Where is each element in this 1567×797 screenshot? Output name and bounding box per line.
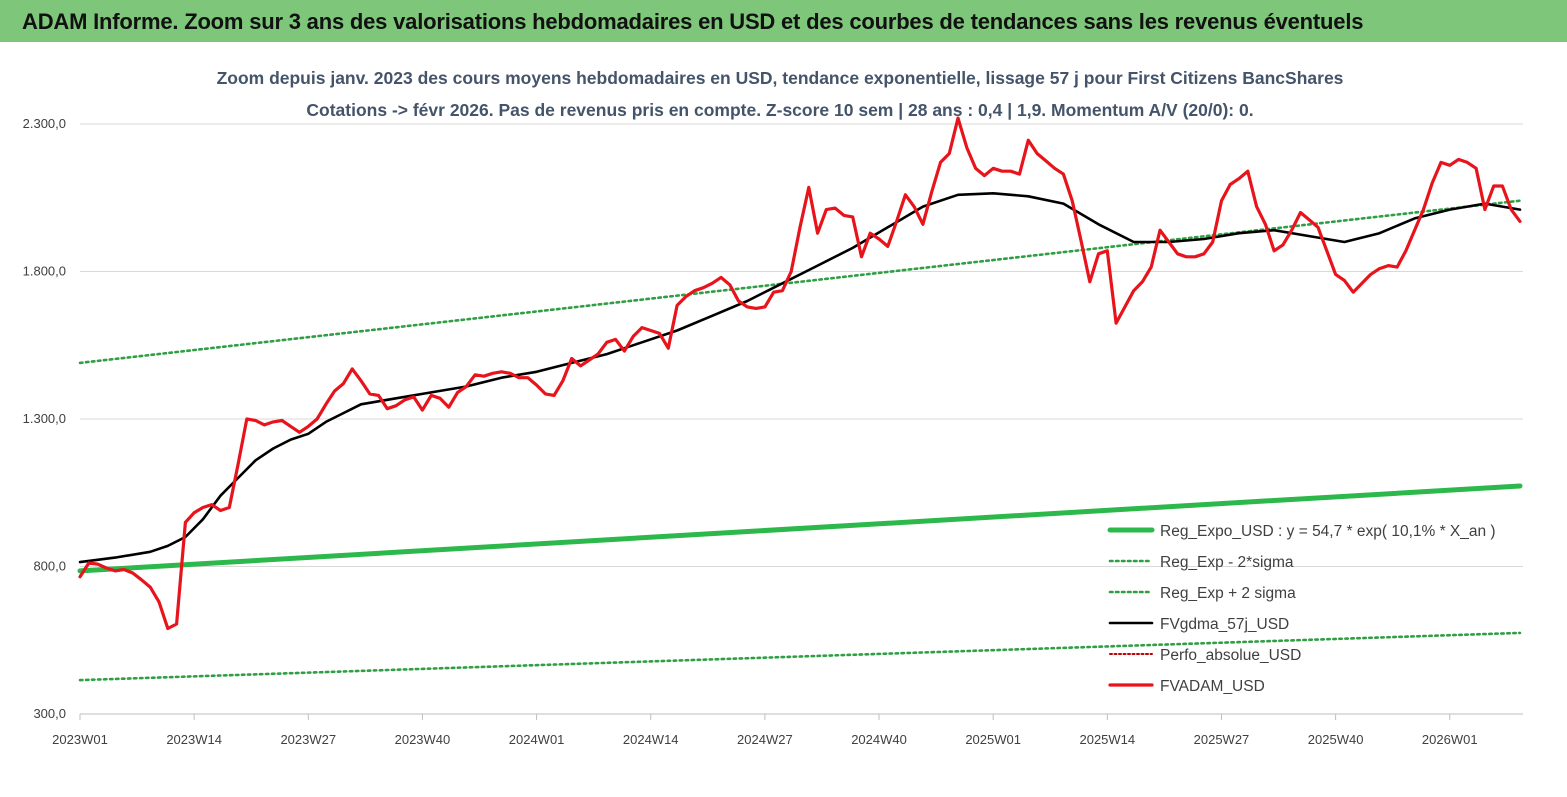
x-tick-label: 2024W14	[623, 732, 679, 747]
x-tick-label: 2023W14	[166, 732, 222, 747]
x-tick-label: 2025W01	[965, 732, 1021, 747]
gridlines	[80, 123, 1523, 567]
legend-label: Perfo_absolue_USD	[1160, 647, 1301, 664]
chart-subtitle-line-2: Cotations -> févr 2026. Pas de revenus p…	[306, 100, 1253, 120]
legend-label: FVADAM_USD	[1160, 678, 1265, 695]
x-tick-label: 2025W14	[1079, 732, 1135, 747]
x-tick-label: 2023W40	[395, 732, 451, 747]
reg-exp-plus-2-sigma-line	[78, 199, 1522, 365]
x-tick-label: 2023W01	[52, 732, 108, 747]
series-lines	[77, 116, 1523, 682]
fvadam-usd-line	[78, 116, 1522, 631]
y-tick-label: 1.800,0	[23, 264, 66, 279]
legend-label: Reg_Expo_USD : y = 54,7 * exp( 10,1% * X…	[1160, 523, 1496, 540]
y-tick-label: 800,0	[33, 559, 66, 574]
legend: Reg_Expo_USD : y = 54,7 * exp( 10,1% * X…	[1107, 523, 1496, 695]
legend-label: Reg_Exp + 2 sigma	[1160, 585, 1296, 602]
reg-expo-usd-line	[77, 483, 1523, 574]
x-tick-label: 2024W27	[737, 732, 793, 747]
chart-area: Zoom depuis janv. 2023 des cours moyens …	[0, 42, 1567, 792]
x-tick-label: 2024W40	[851, 732, 907, 747]
fvgdma-57j-usd-line	[78, 192, 1522, 564]
legend-label: FVgdma_57j_USD	[1160, 616, 1289, 633]
chart-background	[0, 42, 1567, 792]
x-tick-label: 2026W01	[1422, 732, 1478, 747]
reg-exp-minus-2-sigma-line	[78, 631, 1522, 682]
report-title: ADAM Informe. Zoom sur 3 ans des valoris…	[22, 9, 1364, 34]
y-tick-label: 2.300,0	[23, 116, 66, 131]
line-chart: Zoom depuis janv. 2023 des cours moyens …	[0, 42, 1567, 792]
x-tick-label: 2025W40	[1308, 732, 1364, 747]
axes: 300,0 800,0 1.300,0 1.800,0 2.300,0 2023W01 20…	[23, 116, 1523, 747]
y-tick-label: 1.300,0	[23, 411, 66, 426]
chart-subtitle-line-1: Zoom depuis janv. 2023 des cours moyens …	[217, 68, 1344, 88]
x-tick-label: 2023W27	[280, 732, 336, 747]
x-tick-label: 2024W01	[509, 732, 565, 747]
y-tick-label: 300,0	[33, 706, 66, 721]
legend-label: Reg_Exp - 2*sigma	[1160, 554, 1294, 571]
x-tick-label: 2025W27	[1194, 732, 1250, 747]
report-title-banner: ADAM Informe. Zoom sur 3 ans des valoris…	[0, 0, 1567, 42]
